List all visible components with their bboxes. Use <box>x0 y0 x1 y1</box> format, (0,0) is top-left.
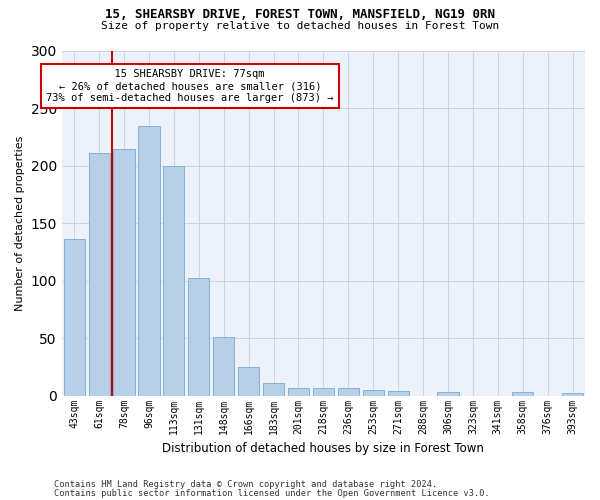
Bar <box>213 337 235 396</box>
Bar <box>512 392 533 396</box>
Bar <box>89 153 110 396</box>
Bar <box>562 394 583 396</box>
Bar <box>362 390 384 396</box>
Text: 15, SHEARSBY DRIVE, FOREST TOWN, MANSFIELD, NG19 0RN: 15, SHEARSBY DRIVE, FOREST TOWN, MANSFIE… <box>105 8 495 20</box>
Bar <box>64 239 85 396</box>
Bar <box>113 150 134 396</box>
Y-axis label: Number of detached properties: Number of detached properties <box>15 136 25 311</box>
Bar <box>238 367 259 396</box>
Bar <box>188 278 209 396</box>
Text: Contains HM Land Registry data © Crown copyright and database right 2024.: Contains HM Land Registry data © Crown c… <box>54 480 437 489</box>
Bar <box>163 166 184 396</box>
Text: Contains public sector information licensed under the Open Government Licence v3: Contains public sector information licen… <box>54 489 490 498</box>
Text: 15 SHEARSBY DRIVE: 77sqm  
← 26% of detached houses are smaller (316)
73% of sem: 15 SHEARSBY DRIVE: 77sqm ← 26% of detach… <box>46 70 334 102</box>
Bar <box>139 126 160 396</box>
Text: Size of property relative to detached houses in Forest Town: Size of property relative to detached ho… <box>101 21 499 31</box>
Bar <box>263 383 284 396</box>
Bar <box>437 392 458 396</box>
Bar <box>338 388 359 396</box>
X-axis label: Distribution of detached houses by size in Forest Town: Distribution of detached houses by size … <box>163 442 484 455</box>
Bar <box>288 388 309 396</box>
Bar <box>388 391 409 396</box>
Bar <box>313 388 334 396</box>
